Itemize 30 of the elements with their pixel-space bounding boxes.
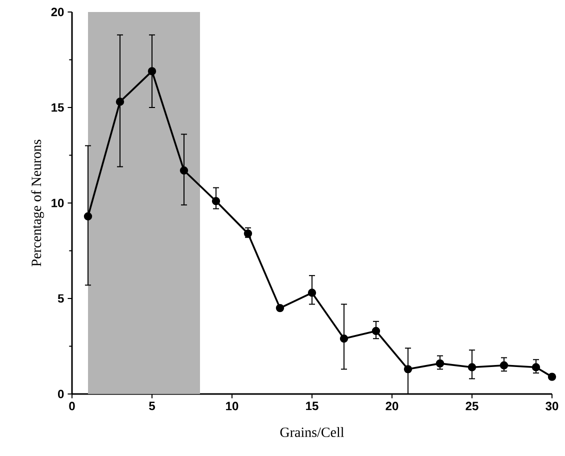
point xyxy=(84,212,92,220)
y-tick-label: 5 xyxy=(58,294,64,303)
x-tick-label: 0 xyxy=(69,402,75,410)
point xyxy=(436,359,444,368)
point xyxy=(244,229,252,238)
y-axis-title: Percentage of Neurons xyxy=(31,140,44,266)
point xyxy=(212,196,220,206)
x-tick-label: 25 xyxy=(466,402,478,410)
x-tick-label: 15 xyxy=(306,402,318,410)
x-tick-label: 5 xyxy=(149,402,155,410)
x-tick-label: 20 xyxy=(386,402,398,410)
point xyxy=(404,365,412,374)
point xyxy=(276,304,284,312)
point xyxy=(116,98,124,106)
point xyxy=(500,361,508,370)
point xyxy=(340,334,348,343)
point xyxy=(532,363,540,372)
point xyxy=(468,363,476,372)
y-tick-label: 10 xyxy=(52,198,64,208)
x-axis-title: Grains/Cell xyxy=(280,427,344,438)
point xyxy=(548,372,556,381)
y-tick-label: 0 xyxy=(58,390,64,398)
x-tick-label: 10 xyxy=(226,402,238,410)
y-tick-label: 20 xyxy=(51,8,64,16)
point xyxy=(372,326,380,336)
point xyxy=(148,67,156,76)
x-tick-label: 30 xyxy=(546,402,558,410)
point xyxy=(308,288,316,297)
y-tick-label: 15 xyxy=(52,103,64,112)
point xyxy=(180,166,188,175)
